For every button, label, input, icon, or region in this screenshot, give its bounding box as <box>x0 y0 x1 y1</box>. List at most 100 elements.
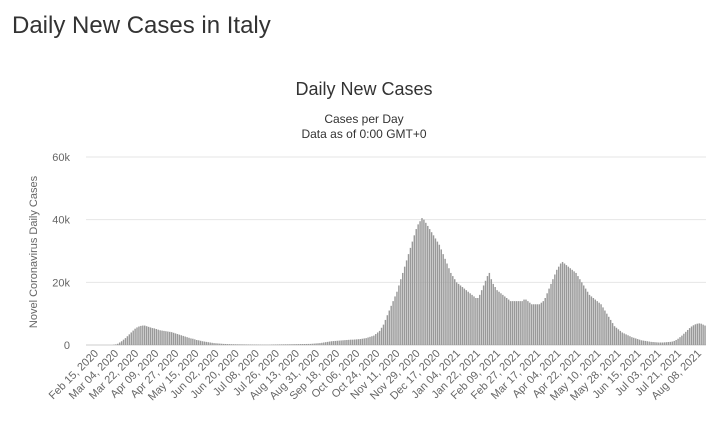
bar <box>702 324 704 345</box>
bar <box>188 337 190 345</box>
bar <box>124 338 127 345</box>
bar <box>427 225 429 345</box>
y-tick-label: 40k <box>52 215 70 227</box>
bar <box>594 299 596 345</box>
bar <box>561 261 564 345</box>
bar <box>584 288 587 345</box>
bar <box>581 282 583 345</box>
bar <box>471 294 473 345</box>
bar <box>430 232 433 345</box>
bar <box>600 304 602 345</box>
bar <box>588 294 591 345</box>
bar <box>222 343 225 345</box>
bar <box>602 307 604 345</box>
bar <box>656 342 658 345</box>
bar <box>492 283 494 345</box>
bar <box>244 344 246 345</box>
bar <box>531 304 533 345</box>
bar <box>319 343 321 345</box>
bar <box>423 219 425 345</box>
bar <box>384 319 387 345</box>
bar <box>450 272 452 345</box>
bar <box>519 301 521 345</box>
bar <box>274 344 277 345</box>
bar <box>203 341 206 345</box>
bar <box>698 323 700 345</box>
bar <box>417 224 419 345</box>
y-tick-label: 60k <box>52 152 70 164</box>
bar <box>236 344 238 345</box>
bar <box>325 342 327 345</box>
bar <box>623 333 625 345</box>
bar <box>172 332 175 345</box>
bar <box>500 293 502 345</box>
bar <box>219 343 221 345</box>
bar <box>315 343 317 345</box>
bar <box>232 344 235 345</box>
bar <box>444 258 446 345</box>
bar <box>592 298 595 345</box>
bar <box>392 301 394 345</box>
bar <box>240 344 242 345</box>
bar <box>278 344 281 345</box>
bar <box>525 299 527 345</box>
bar <box>199 340 202 345</box>
bar <box>425 222 427 345</box>
bar <box>224 343 227 345</box>
bar <box>247 344 250 345</box>
bar <box>296 344 298 345</box>
bar <box>563 263 566 345</box>
chart-subtitle-line-1: Cases per Day <box>324 112 403 126</box>
bar <box>317 343 319 345</box>
bar <box>290 344 292 345</box>
bar <box>190 338 192 345</box>
page-title: Daily New Cases in Italy <box>12 12 271 39</box>
bar <box>405 260 408 345</box>
bar <box>344 340 346 345</box>
bar <box>301 344 304 345</box>
bar <box>282 344 285 345</box>
bar <box>155 329 157 345</box>
bar <box>151 328 154 345</box>
bar <box>294 344 296 345</box>
bar <box>371 336 373 345</box>
bar <box>400 279 402 345</box>
bar <box>700 323 702 345</box>
bar <box>159 330 161 345</box>
bar <box>658 342 660 345</box>
bar <box>176 334 179 345</box>
bar <box>527 301 529 345</box>
bar <box>375 334 377 345</box>
bar <box>163 330 165 345</box>
bar <box>648 341 650 345</box>
bar <box>323 342 325 345</box>
y-tick-label: 0 <box>64 340 70 352</box>
bar <box>606 313 608 345</box>
bar <box>122 339 125 345</box>
bar <box>213 343 215 345</box>
bar <box>378 330 381 345</box>
bar <box>683 333 685 345</box>
bar <box>228 344 231 345</box>
bar <box>550 283 552 345</box>
bar <box>115 344 117 345</box>
bar <box>382 324 385 345</box>
bar <box>186 337 188 345</box>
bar <box>357 339 360 345</box>
bar <box>273 344 275 345</box>
bar <box>454 279 456 345</box>
bar <box>330 341 333 345</box>
bar <box>298 344 300 345</box>
bar <box>479 294 481 345</box>
bar <box>226 344 229 345</box>
bar <box>650 341 652 345</box>
bar <box>627 335 629 345</box>
bar <box>461 287 464 345</box>
bar <box>696 323 699 345</box>
y-tick-label: 20k <box>52 277 70 289</box>
bar <box>398 285 400 345</box>
chart-title: Daily New Cases <box>295 79 432 99</box>
bar <box>556 269 558 345</box>
bar <box>307 343 310 345</box>
